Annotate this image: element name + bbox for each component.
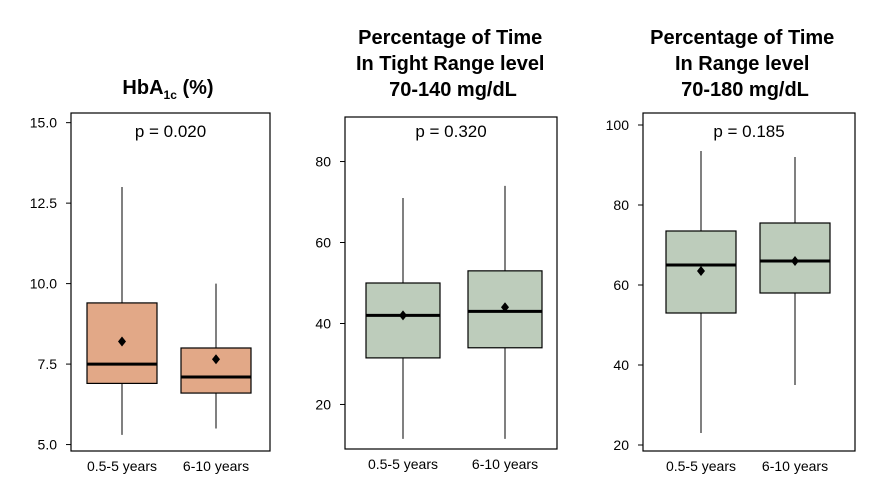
mean-marker xyxy=(791,256,799,266)
y-tick-label: 80 xyxy=(613,197,629,213)
y-tick-label: 100 xyxy=(606,117,630,133)
x-tick-label: 6-10 years xyxy=(472,456,538,472)
box-2 xyxy=(467,185,543,439)
box-1 xyxy=(86,187,158,435)
plot-frame xyxy=(344,116,558,450)
y-axis: 20 40 60 80 100 xyxy=(606,117,643,453)
x-axis: 0.5-5 years 6-10 years xyxy=(87,458,249,474)
box-1 xyxy=(365,197,441,439)
y-tick-label: 40 xyxy=(315,315,331,331)
y-tick-label: 60 xyxy=(315,235,331,251)
box-group xyxy=(365,185,543,439)
box-group xyxy=(665,151,831,433)
y-tick-label: 40 xyxy=(613,357,629,373)
box-group xyxy=(86,187,252,435)
x-tick-label: 0.5-5 years xyxy=(666,458,736,474)
panel-time-in-tight-range: Percentage of Time In Tight Range level … xyxy=(315,27,558,472)
y-axis: 20 40 60 80 xyxy=(315,154,345,412)
y-tick-label: 5.0 xyxy=(38,437,58,453)
iqr-box xyxy=(365,282,441,359)
box-2 xyxy=(180,283,252,429)
panel-time-in-range: Percentage of Time In Range level 70-180… xyxy=(606,27,856,474)
mean-marker xyxy=(399,310,407,321)
y-tick-label: 15.0 xyxy=(30,115,57,131)
box-2 xyxy=(759,157,831,385)
p-value-annotation: p = 0.185 xyxy=(713,122,784,141)
iqr-box xyxy=(180,347,252,394)
y-tick-label: 10.0 xyxy=(30,276,57,292)
x-axis: 0.5-5 years 6-10 years xyxy=(368,456,538,472)
panel-title: Percentage of Time In Tight Range level … xyxy=(356,27,550,101)
p-value-annotation: p = 0.020 xyxy=(135,122,206,141)
panel-title: HbA1c (%) xyxy=(122,77,213,102)
x-tick-label: 0.5-5 years xyxy=(87,458,157,474)
x-tick-label: 6-10 years xyxy=(762,458,828,474)
mean-marker xyxy=(212,354,220,365)
y-tick-label: 12.5 xyxy=(30,195,57,211)
y-axis: 5.0 7.5 10.0 12.5 15.0 xyxy=(30,115,71,453)
y-tick-label: 60 xyxy=(613,277,629,293)
box-1 xyxy=(665,151,737,433)
x-tick-label: 6-10 years xyxy=(183,458,249,474)
plot-frame xyxy=(642,112,856,452)
y-tick-label: 7.5 xyxy=(38,356,58,372)
plot-frame xyxy=(70,112,271,452)
mean-marker xyxy=(501,302,509,313)
y-tick-label: 20 xyxy=(613,437,629,453)
p-value-annotation: p = 0.320 xyxy=(415,122,486,141)
y-tick-label: 20 xyxy=(315,396,331,412)
panel-title: Percentage of Time In Range level 70-180… xyxy=(650,27,840,101)
x-axis: 0.5-5 years 6-10 years xyxy=(666,458,828,474)
mean-marker xyxy=(697,266,705,276)
x-tick-label: 0.5-5 years xyxy=(368,456,438,472)
y-tick-label: 80 xyxy=(315,154,331,170)
panel-hba1c: HbA1c (%) p = 0.020 5.0 7.5 10.0 12.5 15.0 0… xyxy=(30,77,271,474)
mean-marker xyxy=(118,336,126,347)
